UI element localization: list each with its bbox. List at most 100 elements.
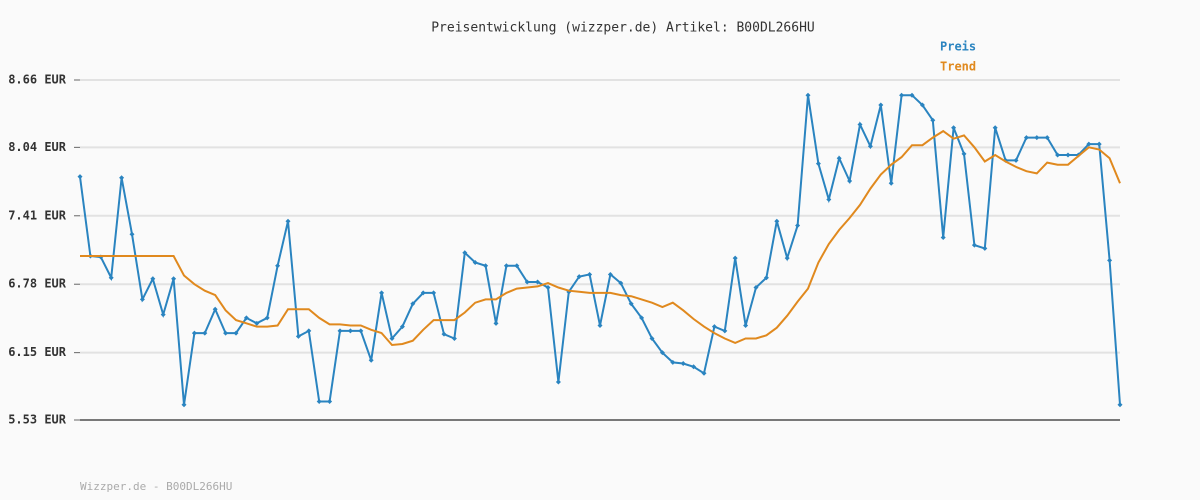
series-line [80,129,1121,347]
data-point [1023,135,1029,141]
data-point [306,328,312,334]
data-point [347,328,353,334]
data-point [233,330,239,336]
data-point [368,357,374,363]
data-point [597,322,603,328]
data-point [909,92,915,98]
data-point [150,276,156,282]
legend-label: Preis [940,40,976,54]
data-point [254,320,260,326]
data-point [847,178,853,184]
data-point [212,306,218,312]
data-point [119,175,125,181]
data-point [992,125,998,131]
data-point [223,330,229,336]
data-point [399,324,405,330]
data-point [358,328,364,334]
data-point [659,350,665,356]
data-point [805,92,811,98]
data-point [379,290,385,296]
data-point [774,218,780,224]
data-point [722,328,728,334]
data-point [1013,157,1019,163]
data-point [160,312,166,318]
data-point [711,324,717,330]
data-point [826,196,832,202]
data-point [940,235,946,241]
data-point [451,336,457,342]
data-point [493,320,499,326]
data-point [899,92,905,98]
y-tick-label: 6.15 EUR [8,345,67,359]
data-point [982,245,988,251]
data-point [919,102,925,108]
data-point [441,331,447,337]
data-point [587,271,593,277]
y-tick-label: 7.41 EUR [8,208,67,222]
data-point [420,290,426,296]
data-point [815,161,821,167]
data-point [1086,141,1092,147]
data-point [691,364,697,370]
data-point [285,218,291,224]
data-point [535,279,541,285]
data-point [555,379,561,385]
data-point [628,301,634,307]
legend-label: Trend [940,60,976,74]
y-tick-label: 5.53 EUR [8,413,67,427]
data-point [878,102,884,108]
data-point [462,250,468,256]
data-point [1065,152,1071,158]
y-tick-label: 8.04 EUR [8,140,67,154]
data-point [139,296,145,302]
data-point [753,284,759,290]
data-point [1117,402,1123,408]
data-point [545,284,551,290]
data-point [389,336,395,342]
data-point [264,315,270,321]
data-point [1034,135,1040,141]
data-point [951,125,957,131]
data-point [576,274,582,280]
data-point [732,255,738,261]
data-point [930,117,936,123]
data-point [431,290,437,296]
data-point [857,122,863,128]
data-point [191,330,197,336]
data-point [639,315,645,321]
data-point [275,263,281,269]
data-point [77,174,83,180]
data-point [743,322,749,328]
data-point [836,155,842,161]
data-point [503,263,509,269]
data-point [867,143,873,149]
data-point [670,359,676,365]
data-point [327,399,333,405]
y-tick-label: 8.66 EUR [8,73,67,87]
data-point [1107,257,1113,263]
data-point [888,180,894,186]
data-point [1044,135,1050,141]
data-point [971,242,977,248]
data-point [410,301,416,307]
data-point [795,223,801,229]
data-point [763,275,769,281]
data-point [1055,152,1061,158]
data-point [701,370,707,376]
data-point [202,330,208,336]
chart-title: Preisentwicklung (wizzper.de) Artikel: B… [431,21,815,36]
data-point [171,276,177,282]
data-point [295,333,301,339]
y-tick-label: 6.78 EUR [8,277,67,291]
data-point [1096,141,1102,147]
data-point [607,271,613,277]
data-point [472,259,478,265]
data-point [316,399,322,405]
data-point [784,255,790,261]
data-point [337,328,343,334]
data-point [514,263,520,269]
data-point [680,361,686,367]
data-point [649,336,655,342]
data-point [483,263,489,269]
